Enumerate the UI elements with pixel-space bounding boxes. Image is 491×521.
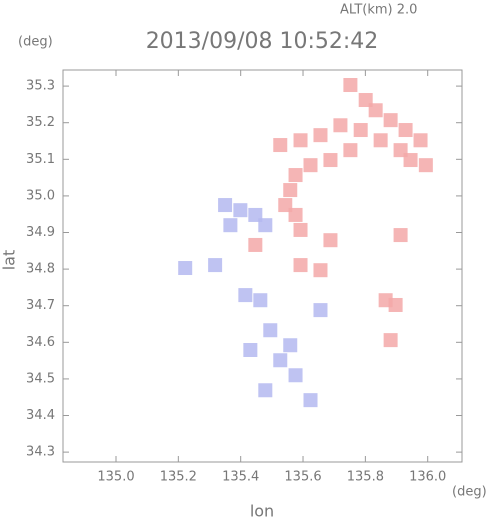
- radar-cell: [288, 168, 303, 183]
- radar-cell: [373, 133, 388, 148]
- plot-frame: [62, 69, 463, 463]
- chart-title: 2013/09/08 10:52:42: [146, 29, 379, 54]
- radar-cell: [288, 207, 303, 222]
- y-tick-label: 34.7: [26, 298, 55, 313]
- radar-cell: [233, 203, 248, 218]
- radar-cell: [313, 128, 328, 143]
- y-unit: (deg): [18, 35, 53, 50]
- x-tick-label: 135.6: [284, 470, 321, 485]
- radar-cell: [353, 123, 368, 138]
- x-tick-label: 135.8: [347, 470, 384, 485]
- y-tick-label: 35.1: [26, 152, 55, 167]
- radar-cell: [283, 183, 298, 198]
- radar-cell: [208, 258, 223, 273]
- x-tick-label: 135.0: [97, 470, 134, 485]
- radar-cell: [343, 143, 358, 158]
- radar-cell: [293, 222, 308, 237]
- radar-cell: [303, 158, 318, 173]
- x-tick-label: 136.0: [409, 470, 446, 485]
- radar-cell: [178, 261, 193, 276]
- y-tick-label: 34.4: [26, 408, 55, 423]
- radar-cell: [253, 293, 268, 308]
- radar-cell: [313, 303, 328, 318]
- radar-cell: [388, 297, 403, 312]
- y-tick-label: 35.2: [26, 115, 55, 130]
- radar-cell: [238, 288, 253, 303]
- radar-cell: [383, 113, 398, 128]
- radar-cell: [283, 338, 298, 353]
- radar-cell: [398, 123, 413, 138]
- radar-cell: [273, 353, 288, 368]
- x-tick-label: 135.4: [222, 470, 259, 485]
- radar-cell: [258, 383, 273, 398]
- radar-cell: [248, 237, 263, 252]
- radar-cell: [323, 233, 338, 248]
- y-axis-label: lat: [0, 250, 19, 271]
- radar-cell: [393, 228, 408, 243]
- radar-cell: [343, 78, 358, 93]
- y-tick-label: 34.8: [26, 262, 55, 277]
- x-axis-label: lon: [250, 502, 274, 521]
- radar-cell: [403, 153, 418, 168]
- radar-cell: [323, 153, 338, 168]
- radar-cell: [258, 218, 273, 233]
- y-tick-label: 34.5: [26, 371, 55, 386]
- radar-cell: [288, 368, 303, 383]
- y-tick-label: 34.6: [26, 335, 55, 350]
- y-tick-label: 35.0: [26, 188, 55, 203]
- radar-cell: [383, 333, 398, 348]
- radar-cell: [413, 133, 428, 148]
- y-tick-label: 34.9: [26, 225, 55, 240]
- y-tick-label: 35.3: [26, 79, 55, 94]
- radar-cell: [293, 133, 308, 148]
- altitude-label: ALT(km) 2.0: [340, 3, 417, 18]
- radar-cell: [243, 343, 258, 357]
- radar-cell: [218, 198, 233, 213]
- radar-cell: [273, 138, 288, 153]
- radar-cell: [418, 158, 433, 173]
- radar-cell: [368, 103, 383, 118]
- x-tick-label: 135.2: [160, 470, 197, 485]
- radar-cell: [293, 258, 308, 273]
- y-tick-label: 34.3: [26, 445, 55, 460]
- radar-cell: [333, 118, 348, 133]
- radar-cell: [223, 218, 238, 233]
- radar-cell: [263, 323, 278, 338]
- radar-cell: [313, 263, 328, 278]
- radar-cell: [303, 393, 318, 408]
- x-unit: (deg): [452, 485, 487, 500]
